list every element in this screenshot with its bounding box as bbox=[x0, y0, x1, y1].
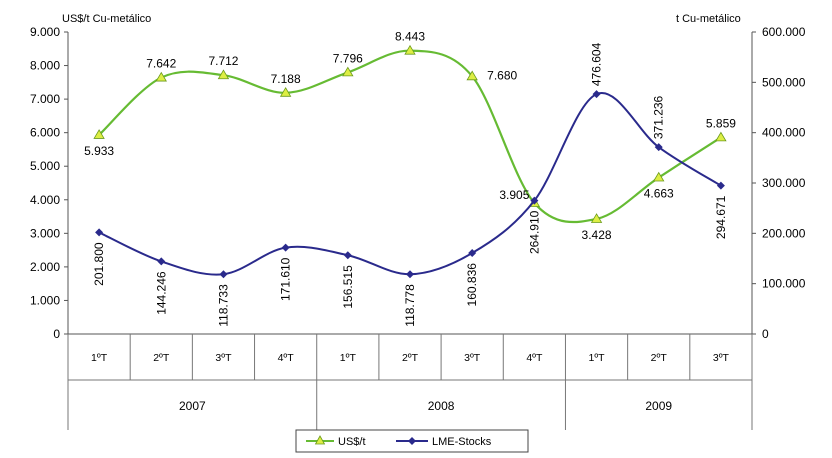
right-axis: 600.000 500.000 400.000 300.000 200.000 100.0… bbox=[751, 25, 806, 341]
usd-per-t-label: 7.712 bbox=[208, 54, 238, 68]
y-left-tick-label: 2.000 bbox=[30, 260, 60, 274]
lme-stocks-label: 371.236 bbox=[652, 95, 666, 139]
usd-per-t-label: 3.905 bbox=[499, 188, 529, 202]
usd-per-t-point bbox=[715, 131, 727, 142]
category-label: 3ºT bbox=[215, 352, 232, 364]
year-label: 2008 bbox=[428, 399, 455, 413]
labels-usd-per-t: 5.933 7.642 7.712 7.188 7.796 8.443 7.680 3.905… bbox=[84, 30, 736, 242]
usd-per-t-label: 8.443 bbox=[395, 30, 425, 44]
y-right-tick-label: 200.000 bbox=[762, 226, 806, 240]
y-right-tick-label: 100.000 bbox=[762, 277, 806, 291]
usd-per-t-point bbox=[93, 129, 105, 139]
year-label: 2009 bbox=[645, 399, 672, 413]
y-right-tick-label: 300.000 bbox=[762, 176, 806, 190]
y-left-tick-label: 4.000 bbox=[30, 193, 60, 207]
year-label: 2007 bbox=[179, 399, 206, 413]
labels-lme-stocks: 201.800 144.246 118.733 171.610 156.515 118.7… bbox=[92, 42, 728, 326]
category-axis: 1ºT 2ºT 3ºT 4ºT 1ºT 2ºT 3ºT 4ºT 1ºT 2ºT 3ºT 2007 200… bbox=[67, 334, 753, 430]
lme-stocks-point bbox=[468, 249, 477, 258]
lme-stocks-label: 156.515 bbox=[341, 265, 355, 309]
lme-stocks-point bbox=[716, 181, 725, 190]
category-label: 2ºT bbox=[402, 352, 419, 364]
lme-stocks-point bbox=[157, 257, 166, 266]
usd-per-t-line bbox=[98, 49, 722, 224]
y-left-tick-label: 3.000 bbox=[30, 226, 60, 240]
lme-stocks-label: 171.610 bbox=[279, 257, 293, 301]
lme-stocks-point bbox=[406, 270, 414, 279]
category-label: 1ºT bbox=[91, 352, 108, 364]
usd-per-t-point bbox=[342, 66, 354, 77]
usd-per-t-label: 7.680 bbox=[487, 68, 517, 82]
lme-stocks-line bbox=[98, 92, 722, 276]
usd-per-t-point bbox=[404, 44, 416, 55]
y-left-tick-label: 6.000 bbox=[30, 126, 60, 140]
usd-per-t-label: 7.188 bbox=[271, 72, 301, 86]
category-label: 4ºT bbox=[526, 352, 543, 364]
y-left-tick-label: 9.000 bbox=[30, 25, 60, 39]
usd-per-t-label: 5.859 bbox=[706, 116, 736, 130]
lme-stocks-label: 144.246 bbox=[154, 271, 168, 315]
usd-per-t-label: 3.428 bbox=[582, 228, 612, 242]
category-label: 2ºT bbox=[651, 352, 668, 364]
lme-stocks-point bbox=[95, 228, 104, 237]
y-left-tick-label: 0 bbox=[53, 327, 60, 341]
legend-usd-marker bbox=[314, 435, 326, 445]
series-lme-stocks bbox=[95, 90, 725, 279]
usd-per-t-label: 4.663 bbox=[644, 187, 674, 201]
y-right-title: t Cu-metálico bbox=[676, 13, 741, 25]
lme-stocks-label: 118.778 bbox=[403, 284, 417, 327]
lme-stocks-point bbox=[281, 243, 290, 252]
lme-stocks-label: 264.910 bbox=[527, 210, 541, 254]
lme-stocks-label: 118.733 bbox=[216, 284, 230, 327]
usd-per-t-point bbox=[155, 71, 167, 82]
y-right-tick-label: 400.000 bbox=[762, 126, 806, 140]
usd-per-t-point bbox=[217, 69, 230, 80]
legend-lme-marker bbox=[408, 437, 416, 445]
legend-lme-label: LME-Stocks bbox=[432, 436, 492, 448]
category-label: 4ºT bbox=[278, 352, 295, 364]
lme-stocks-label: 201.800 bbox=[92, 242, 106, 286]
legend: US$/t LME-Stocks bbox=[295, 429, 529, 453]
lme-stocks-point bbox=[592, 90, 601, 99]
series-usd-per-t bbox=[93, 44, 727, 224]
y-right-tick-label: 0 bbox=[762, 327, 769, 341]
lme-stocks-label: 294.671 bbox=[714, 195, 728, 239]
y-right-tick-label: 500.000 bbox=[762, 75, 806, 89]
y-left-tick-label: 5.000 bbox=[30, 159, 60, 173]
lme-stocks-point bbox=[343, 251, 352, 260]
usd-per-t-point bbox=[466, 70, 478, 81]
usd-per-t-point bbox=[279, 87, 292, 97]
lme-stocks-point bbox=[654, 143, 663, 152]
lme-stocks-point bbox=[219, 270, 228, 279]
legend-usd-label: US$/t bbox=[338, 436, 366, 448]
y-left-tick-label: 1.000 bbox=[30, 293, 60, 307]
lme-stocks-label: 160.836 bbox=[465, 263, 479, 307]
usd-per-t-label: 7.796 bbox=[333, 51, 363, 65]
lme-stocks-label: 476.604 bbox=[590, 42, 604, 86]
y-left-title: US$/t Cu-metálico bbox=[62, 13, 151, 25]
left-axis: 9.000 8.000 7.000 6.000 5.000 4.000 3.000 2.000… bbox=[30, 25, 69, 341]
y-left-tick-label: 7.000 bbox=[30, 92, 60, 106]
y-left-tick-label: 8.000 bbox=[30, 59, 60, 73]
category-label: 1ºT bbox=[340, 352, 357, 364]
usd-per-t-label: 5.933 bbox=[84, 144, 114, 158]
usd-per-t-label: 7.642 bbox=[146, 57, 176, 71]
usd-per-t-point bbox=[590, 213, 603, 223]
usd-per-t-point bbox=[653, 171, 665, 182]
category-label: 1ºT bbox=[588, 352, 605, 364]
y-right-tick-label: 600.000 bbox=[762, 25, 806, 39]
category-label: 3ºT bbox=[464, 352, 481, 364]
category-label: 2ºT bbox=[153, 352, 170, 364]
lme-stocks-point bbox=[530, 196, 539, 205]
category-label: 3ºT bbox=[713, 352, 730, 364]
